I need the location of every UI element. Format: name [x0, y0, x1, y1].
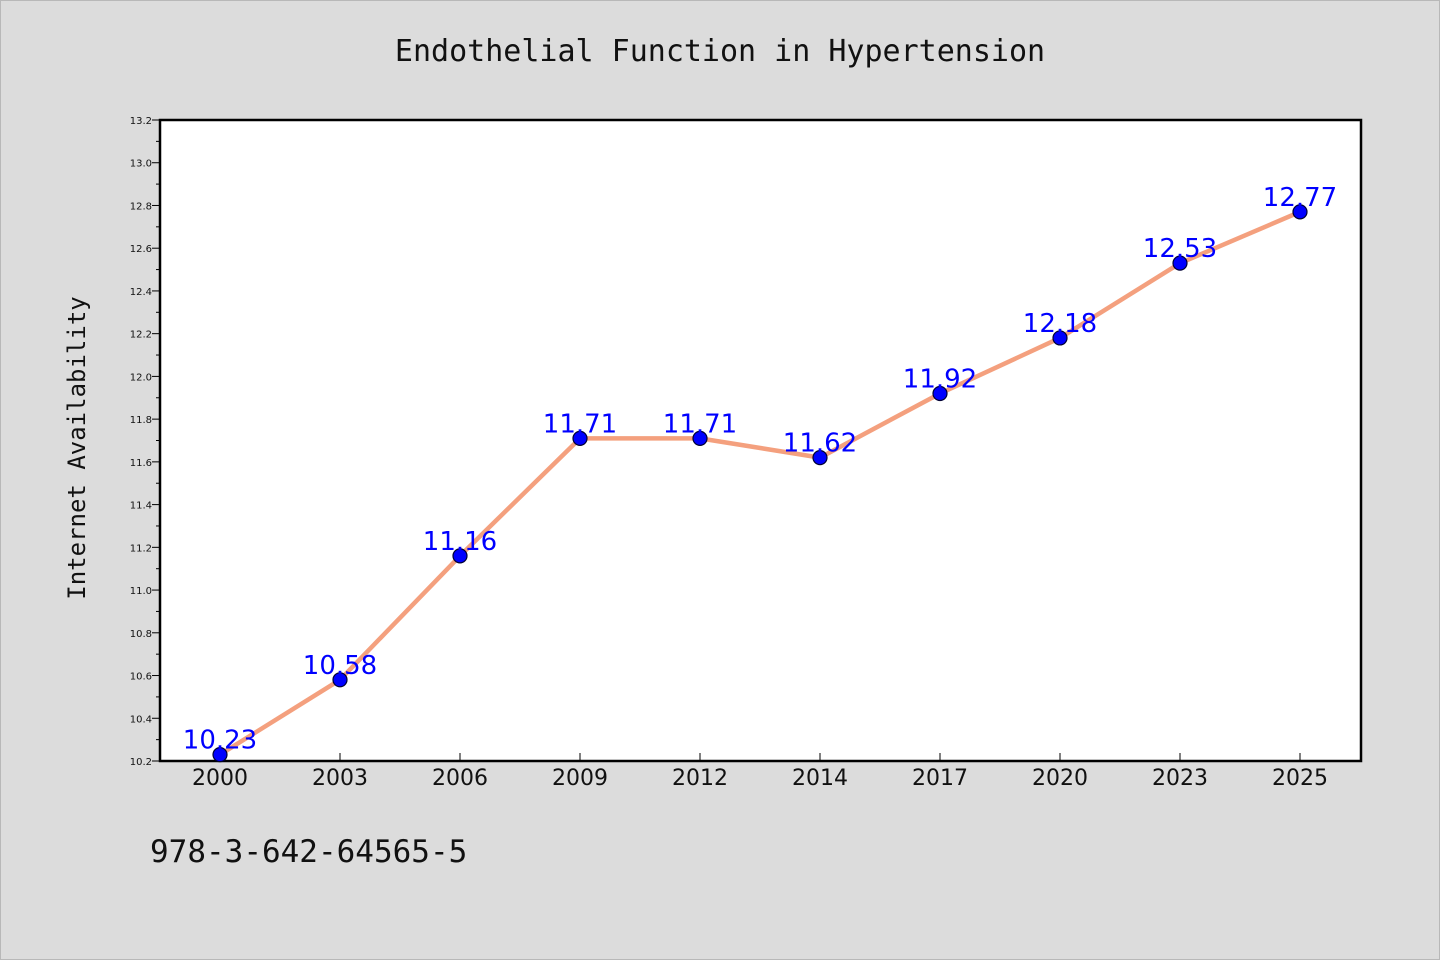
chart-title: Endothelial Function in Hypertension [394, 34, 1046, 69]
data-point [812, 449, 828, 466]
data-point [692, 430, 708, 446]
data-point [1052, 330, 1068, 346]
y-tick-label: 11.4 [130, 501, 152, 512]
isbn-text: 978-3-642-64565-5 [150, 834, 468, 870]
x-tick-label: 2009 [552, 766, 608, 791]
y-tick-label: 10.4 [130, 714, 152, 725]
data-label: 10.58 [303, 651, 377, 681]
y-tick-label: 13.2 [130, 116, 152, 127]
data-label: 11.71 [663, 409, 737, 439]
y-tick-label: 12.8 [130, 201, 152, 212]
data-label: 12.53 [1143, 234, 1217, 264]
data-label: 11.16 [423, 527, 497, 557]
data-label: 11.92 [903, 364, 977, 394]
y-tick-label: 12.0 [130, 372, 152, 383]
data-point [1172, 255, 1188, 271]
x-tick-label: 2000 [192, 766, 248, 791]
x-tick-label: 2023 [1152, 766, 1208, 791]
series-layer: 10.23 10.58 11.16 11.71 11.71 11.62 11.92 12.18… [183, 183, 1337, 763]
data-point [932, 385, 948, 402]
y-axis-ticks: 10.2 10.4 10.6 10.8 11.0 11.2 11.4 11.6 11.8 12.0… [130, 116, 160, 768]
data-point [212, 746, 228, 763]
y-tick-label: 11.0 [130, 586, 152, 597]
series-line [218, 209, 1301, 757]
y-tick-label: 11.8 [130, 415, 152, 426]
data-label: 12.18 [1023, 309, 1097, 339]
y-tick-label: 11.2 [130, 543, 152, 554]
x-axis-ticks: 2000 2003 2006 2009 2012 2014 2017 2020 2023 2025 [192, 753, 1328, 791]
data-point [1292, 204, 1308, 220]
y-tick-label: 12.2 [130, 330, 152, 341]
x-tick-label: 2006 [432, 766, 488, 791]
x-tick-label: 2012 [672, 766, 728, 791]
x-tick-label: 2014 [792, 766, 848, 791]
x-tick-label: 2017 [912, 766, 968, 791]
x-tick-label: 2020 [1032, 766, 1088, 791]
data-label: 10.23 [183, 726, 257, 756]
data-label: 11.62 [783, 429, 857, 459]
data-point [452, 548, 468, 564]
data-point [572, 430, 588, 446]
data-label: 11.71 [543, 409, 617, 439]
y-tick-label: 11.6 [130, 458, 152, 469]
y-tick-label: 10.6 [130, 672, 152, 683]
y-tick-label: 10.8 [130, 629, 152, 640]
y-tick-label: 12.4 [130, 287, 152, 298]
x-tick-label: 2025 [1272, 766, 1328, 791]
plot-area [158, 118, 1363, 763]
data-point [332, 672, 348, 688]
y-tick-label: 12.6 [130, 244, 152, 255]
data-label: 12.77 [1263, 183, 1337, 213]
y-tick-label: 10.2 [130, 757, 152, 768]
y-tick-label: 13.0 [130, 159, 152, 170]
x-tick-label: 2003 [312, 766, 368, 791]
